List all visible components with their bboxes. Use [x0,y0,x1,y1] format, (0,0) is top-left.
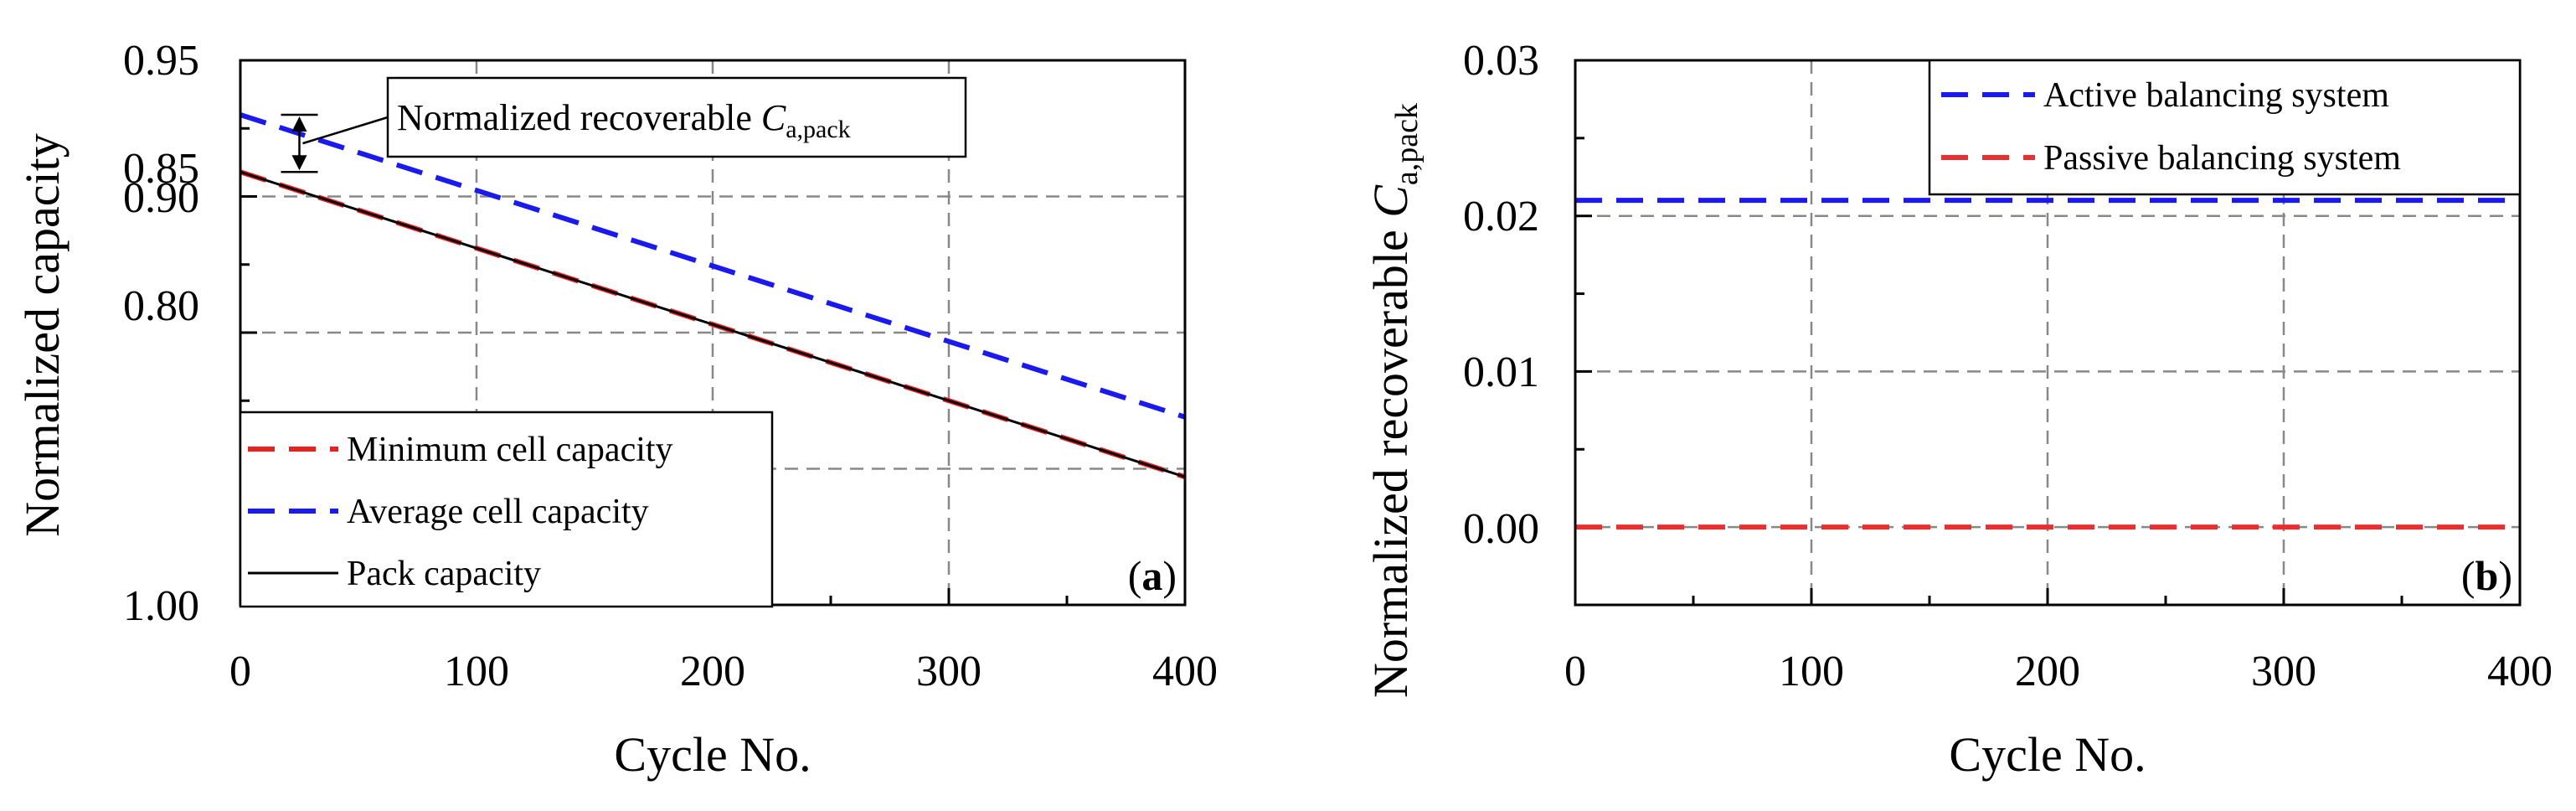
x-axis-title: Cycle No. [614,727,811,782]
y-axis-title: Normalized capacity [15,133,70,536]
annotation-leader-line [302,116,389,145]
panel-label-close: ) [1162,552,1177,599]
y-axis-title-subscript: a,pack [1389,103,1425,185]
x-tick-label: 400 [2487,648,2553,695]
x-tick-label: 300 [916,648,981,695]
y-tick-label: 1.00 [123,582,199,630]
y-tick-label: 0.80 [123,282,199,330]
legend-label: Pack capacity [347,555,541,593]
y-tick-label: 0.90 [123,174,199,222]
panel-label-open: ( [1128,552,1142,599]
y-axis-title-text: Normalized recoverable [1363,218,1418,698]
x-axis-title: Cycle No. [1949,727,2146,782]
legend-box [1928,59,2522,196]
legend-label: Active balancing system [2043,76,2389,115]
panel-a: Normalized recoverable Ca,pack 0.80 0.85… [15,37,1218,782]
panel-label-close: ) [2498,552,2512,599]
x-tick-label: 400 [1152,648,1218,695]
series-line [240,112,1186,420]
panel-label-open: ( [2461,552,2476,599]
annotation-arrowhead-down [291,155,307,171]
y-axis-title: Normalized recoverable Ca,pack [1363,103,1425,698]
x-tick-label: 200 [2015,648,2080,695]
y-tick-label: 0.01 [1463,349,1539,396]
x-tick-label: 0 [229,648,251,695]
annotation-symbol: C [761,97,786,138]
x-tick-label: 300 [2251,648,2316,695]
x-tick-label: 100 [1779,648,1844,695]
panel-label-letter: a [1141,552,1162,599]
legend-b: Active balancing system Passive balancin… [1928,59,2522,196]
series-line [240,170,1186,478]
panel-b: 0.00 0.01 0.02 0.03 0 100 200 300 400 Cy… [1363,37,2553,782]
x-tick-label: 100 [444,648,509,695]
recoverable-capacity-annotation: Normalized recoverable Ca,pack [281,76,967,173]
series-lines-b [1575,198,2520,530]
y-tick-label: 0.02 [1463,193,1539,240]
y-axis-title-symbol: C [1363,184,1418,218]
series-lines-a [240,112,1186,480]
x-tick-label: 0 [1564,648,1586,695]
panel-label-b: (b) [2461,552,2512,599]
annotation-arrowhead-up [291,116,307,132]
annotation-label: Normalized recoverable Ca,pack [397,97,851,143]
panel-label-a: (a) [1128,552,1177,599]
legend-label: Minimum cell capacity [347,431,673,469]
y-tick-label: 0.00 [1463,505,1539,553]
legend-label: Passive balancing system [2043,139,2401,178]
legend-label: Average cell capacity [347,493,649,531]
panel-label-letter: b [2476,552,2499,599]
x-tick-label: 200 [680,648,745,695]
y-tick-label: 0.03 [1463,37,1539,85]
annotation-box [386,76,967,158]
annotation-text: Normalized recoverable [397,97,761,138]
y-tick-label: 0.95 [123,37,199,85]
y-tick-label: 0.85 [123,145,199,193]
annotation-subscript: a,pack [786,116,850,143]
legend-a: Minimum cell capacity Average cell capac… [239,411,774,608]
